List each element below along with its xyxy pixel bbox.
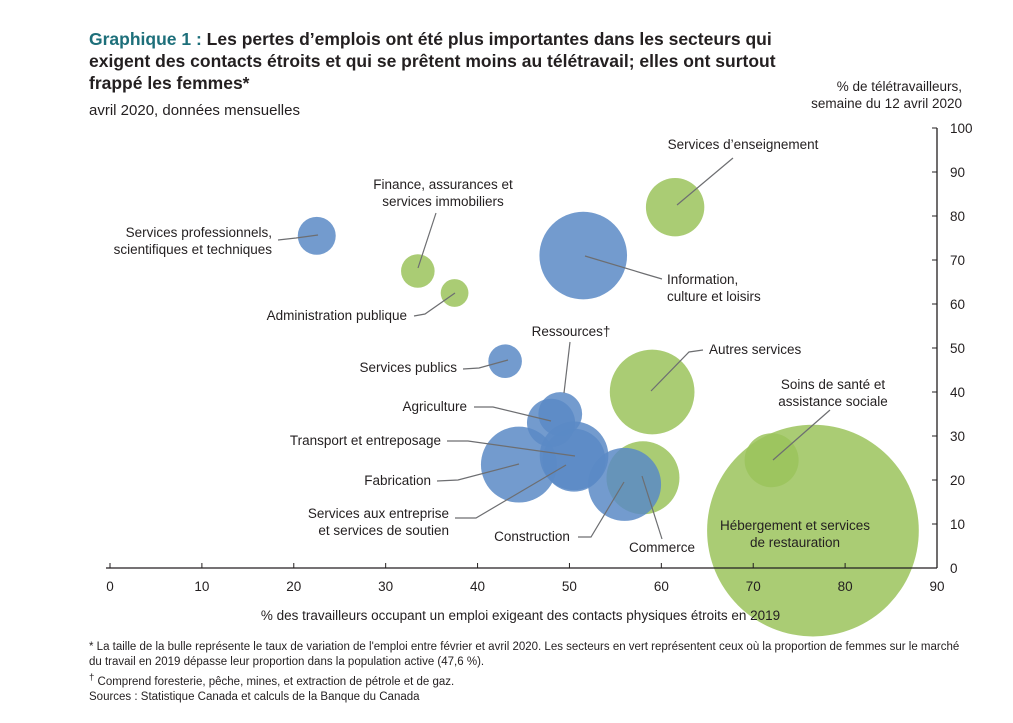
bubble-label-14-0: Soins de santé et (781, 377, 886, 392)
leader-line-3 (584, 255, 663, 280)
bubble-13 (609, 349, 695, 435)
bubble-label-6-0: Ressources† (532, 324, 611, 339)
bubble-label-10-0: Services aux entreprise (308, 506, 449, 521)
bubble-label-3-0: Information, (667, 272, 738, 287)
y-tick-label-7: 70 (950, 253, 965, 268)
x-tick-label-2: 20 (286, 579, 301, 594)
bubble-label-15-0: Hébergement et services (720, 518, 870, 533)
y-tick-label-3: 30 (950, 429, 965, 444)
bubble-label-15-1: de restauration (750, 535, 840, 550)
leader-lines (277, 157, 831, 540)
bubble-label-5-0: Services publics (359, 360, 457, 375)
leader-line-14 (772, 409, 831, 461)
x-tick-label-8: 80 (838, 579, 853, 594)
bubble-label-13-0: Autres services (709, 342, 802, 357)
y-tick-label-6: 60 (950, 297, 965, 312)
y-tick-label-9: 90 (950, 165, 965, 180)
x-tick-label-9: 90 (929, 579, 944, 594)
bubble-labels: Services professionnels, scientifiques et… (114, 137, 888, 555)
bubble-1 (401, 254, 435, 288)
leader-line-5 (462, 359, 509, 370)
bubble-4 (645, 178, 705, 237)
x-tick-label-7: 70 (746, 579, 761, 594)
leader-line-6 (563, 341, 571, 394)
chart-title: Graphique 1 : Les pertes d’emplois ont é… (89, 28, 809, 94)
leader-line-8 (447, 440, 576, 457)
leader-line-13 (650, 349, 704, 392)
bubble-label-1-0: Finance, assurances et (373, 177, 513, 192)
x-tick-label-6: 60 (654, 579, 669, 594)
bubble-label-12-0: Commerce (629, 540, 695, 555)
bubble-label-3-1: culture et loisirs (667, 289, 761, 304)
x-tick-label-5: 50 (562, 579, 577, 594)
leader-line-4 (676, 157, 734, 206)
bubble-label-1-1: services immobiliers (382, 194, 504, 209)
bubble-3 (539, 211, 628, 300)
bubble-label-4-0: Services d’enseignement (668, 137, 819, 152)
leader-line-10 (455, 464, 567, 519)
bubble-label-10-1: et services de soutien (318, 523, 449, 538)
y-tick-label-8: 80 (950, 209, 965, 224)
chart-notes: * La taille de la bulle représente le ta… (89, 640, 969, 705)
x-tick-label-1: 10 (194, 579, 209, 594)
y-tick-label-0: 0 (950, 561, 958, 576)
axes: 0 10 20 30 40 50 60 70 80 90 0 10 20 30 40 50 60 70 80 90 10… (106, 79, 973, 623)
bubble-label-7-0: Agriculture (402, 399, 467, 414)
leader-line-9 (436, 463, 520, 482)
leader-line-1 (417, 212, 437, 269)
dagger-text: Comprend foresterie, pêche, mines, et ex… (94, 675, 455, 688)
bubble-chart: 0 10 20 30 40 50 60 70 80 90 0 10 20 30 40 50 60 70 80 90 10… (106, 79, 973, 637)
bubble-label-2-0: Administration publique (267, 308, 407, 323)
bubble-label-9-0: Fabrication (364, 473, 431, 488)
bubble-label-0-0: Services professionnels, (126, 225, 272, 240)
bubble-label-11-0: Construction (494, 529, 570, 544)
footnote: * La taille de la bulle représente le ta… (89, 641, 960, 668)
y-tick-label-1: 10 (950, 517, 965, 532)
sources: Sources : Statistique Canada et calculs … (89, 690, 420, 703)
y-tick-label-5: 50 (950, 341, 965, 356)
leader-line-11 (578, 481, 625, 538)
bubble-label-8-0: Transport et entreposage (290, 433, 441, 448)
chart-number: Graphique 1 : (89, 29, 202, 49)
y-axis-label-0: % de télétravailleurs, (837, 79, 962, 94)
x-tick-label-0: 0 (106, 579, 114, 594)
bubble-6 (538, 392, 583, 436)
chart-subtitle: avril 2020, données mensuelles (89, 102, 300, 119)
dagger-note: † Comprend foresterie, pêche, mines, et … (89, 670, 969, 690)
bubble-0 (297, 216, 336, 255)
dagger-symbol: † (89, 672, 95, 683)
y-tick-label-2: 20 (950, 473, 965, 488)
bubble-label-0-1: scientifiques et techniques (114, 242, 273, 257)
leader-line-2 (413, 292, 456, 317)
x-axis-label: % des travailleurs occupant un emploi ex… (261, 608, 780, 623)
leader-line-12 (641, 475, 663, 540)
leader-line-7 (474, 406, 552, 422)
y-tick-label-4: 40 (950, 385, 965, 400)
y-axis-label-1: semaine du 12 avril 2020 (811, 96, 962, 111)
chart-title-text: Les pertes d’emplois ont été plus import… (89, 29, 776, 93)
leader-line-0 (277, 234, 319, 241)
bubble-label-14-1: assistance sociale (778, 394, 888, 409)
x-tick-label-3: 30 (378, 579, 393, 594)
y-tick-label-10: 100 (950, 121, 973, 136)
bubble-14 (744, 433, 799, 488)
x-tick-label-4: 40 (470, 579, 485, 594)
